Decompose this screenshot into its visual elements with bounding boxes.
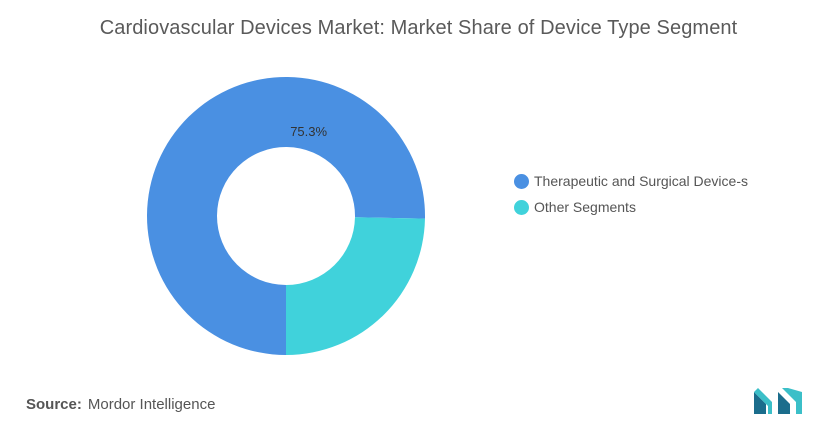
data-label-therapeutic: 75.3% bbox=[290, 124, 327, 139]
slice-other[interactable] bbox=[286, 217, 425, 355]
legend-label-therapeutic: Therapeutic and Surgical Device-s bbox=[534, 173, 748, 189]
chart-legend: Therapeutic and Surgical Device-s Other … bbox=[514, 172, 774, 224]
legend-item-therapeutic[interactable]: Therapeutic and Surgical Device-s bbox=[514, 172, 774, 190]
legend-label-other: Other Segments bbox=[534, 199, 636, 215]
source-value: Mordor Intelligence bbox=[87, 396, 216, 413]
source-label: Source: bbox=[26, 396, 82, 413]
source-note: Source: Mordor Intelligence bbox=[26, 396, 215, 413]
chart-title: Cardiovascular Devices Market: Market Sh… bbox=[99, 17, 738, 39]
mordor-logo-icon bbox=[754, 388, 802, 414]
legend-swatch-therapeutic bbox=[514, 174, 529, 189]
legend-item-other[interactable]: Other Segments bbox=[514, 198, 774, 216]
slice-therapeutic[interactable] bbox=[147, 77, 426, 355]
legend-swatch-other bbox=[514, 200, 529, 215]
